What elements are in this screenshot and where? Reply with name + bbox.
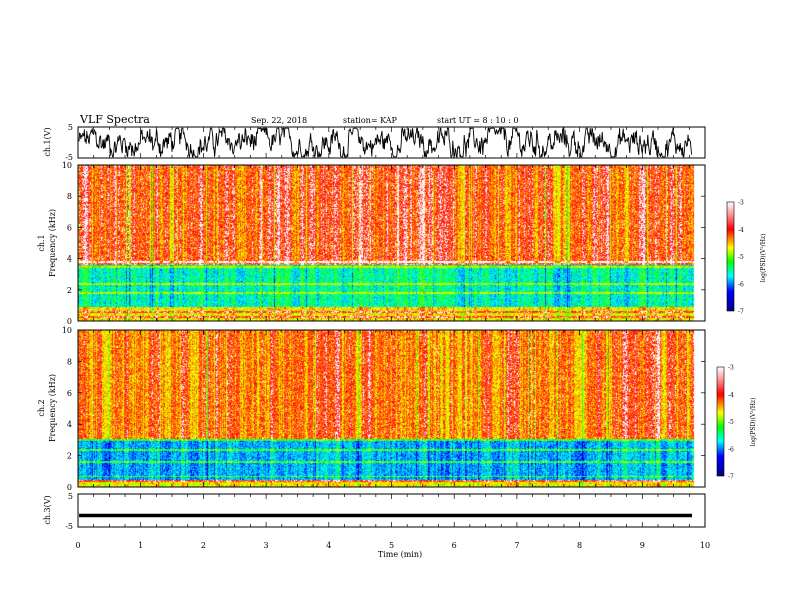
- colorbar-tick-label: -4: [738, 227, 744, 234]
- ch3-waveform-ylabel: ch.3(V): [43, 495, 52, 524]
- frequency-tick-label: 10: [62, 161, 72, 170]
- ch2-colorbar: -3 -4 -5 -6 -7 log(PSD)(V²/Hz): [716, 365, 757, 481]
- frequency-tick-label: 8: [67, 192, 72, 201]
- ch2-colorbar-ticks: -3 -4 -5 -6 -7: [728, 365, 734, 481]
- colorbar-tick-label: -6: [728, 446, 734, 453]
- frequency-tick-label: 0: [67, 317, 72, 326]
- ch2-spectrogram-yticks: 0 2 4 6 8 10: [62, 326, 705, 492]
- colorbar-tick-label: -5: [738, 254, 744, 261]
- frequency-tick-label: 8: [67, 357, 72, 366]
- ch1-colorbar-gradient: [726, 201, 735, 312]
- ch3-ytick-bottom: -5: [65, 522, 73, 531]
- ch2-spectrogram-image: [78, 330, 705, 487]
- ch1-label: ch.1: [37, 234, 46, 251]
- ch1-waveform-panel: 5 -5 ch.1(V): [43, 123, 706, 162]
- ch3-waveform-panel: 5 -5 ch.3(V): [43, 492, 706, 531]
- frequency-tick-label: 10: [62, 326, 72, 335]
- chart-title: VLF Spectra: [79, 113, 150, 126]
- x-tick-label: 7: [514, 541, 519, 550]
- x-tick-label: 8: [577, 541, 582, 550]
- x-tick-labels: 0 1 2 3 4 5 6 7 8 9 10: [75, 541, 710, 550]
- ch1-waveform-frame: [77, 126, 706, 159]
- x-tick-label: 10: [700, 541, 710, 550]
- x-tick-label: 1: [138, 541, 143, 550]
- ch1-colorbar-ticks: -3 -4 -5 -6 -7: [738, 200, 744, 316]
- ch1-colorbar-label: log(PSD)(V²/Hz): [760, 234, 767, 283]
- ch2-spectrogram-panel: 0 2 4 6 8 10 ch.2 Frequency (kHz): [37, 326, 706, 492]
- start-ut-label: start UT = 8 : 10 : 0: [437, 116, 518, 125]
- x-tick-marks: [77, 127, 706, 527]
- ch1-ytick-top: 5: [68, 123, 73, 132]
- ch1-spectrogram-yticks: 0 2 4 6 8 10: [62, 161, 705, 326]
- colorbar-tick-label: -5: [728, 419, 734, 426]
- x-tick-label: 9: [640, 541, 645, 550]
- ch1-colorbar: -3 -4 -5 -6 -7 log(PSD)(V²/Hz): [726, 200, 767, 316]
- colorbar-tick-label: -6: [738, 281, 744, 288]
- ch2-colorbar-gradient: [716, 366, 725, 477]
- station-label: station= KAP: [343, 116, 398, 125]
- colorbar-tick-label: -4: [728, 392, 734, 399]
- x-tick-label: 3: [264, 541, 269, 550]
- frequency-tick-label: 2: [67, 452, 72, 461]
- x-axis-label: Time (min): [378, 550, 422, 559]
- x-tick-label: 0: [75, 541, 80, 550]
- frequency-tick-label: 6: [67, 223, 72, 232]
- ch1-waveform-trace: [78, 126, 693, 159]
- ch2-frequency-ylabel: Frequency (kHz): [48, 374, 57, 442]
- ch3-ytick-top: 5: [68, 492, 73, 501]
- x-tick-label: 4: [326, 541, 331, 550]
- colorbar-tick-label: -3: [728, 365, 734, 372]
- ch1-spectrogram-panel: 0 2 4 6 8 10 ch.1 Frequency (kHz): [37, 161, 706, 326]
- frequency-tick-label: 4: [67, 255, 72, 264]
- ch2-label: ch.2: [37, 399, 46, 416]
- ch2-colorbar-label: log(PSD)(V²/Hz): [750, 398, 757, 447]
- frequency-tick-label: 2: [67, 286, 72, 295]
- date-label: Sep. 22, 2018: [251, 116, 307, 125]
- ch1-spectrogram-image: [78, 165, 705, 321]
- frequency-tick-label: 6: [67, 389, 72, 398]
- ch1-waveform-ylabel: ch.1(V): [43, 127, 52, 156]
- frequency-tick-label: 4: [67, 420, 72, 429]
- colorbar-tick-label: -7: [728, 474, 734, 481]
- x-tick-label: 5: [389, 541, 394, 550]
- colorbar-tick-label: -7: [738, 309, 744, 316]
- frequency-tick-label: 0: [67, 483, 72, 492]
- ch1-ytick-bottom: -5: [65, 153, 73, 162]
- x-tick-label: 6: [452, 541, 457, 550]
- ch1-frequency-ylabel: Frequency (kHz): [48, 209, 57, 277]
- x-tick-label: 2: [201, 541, 206, 550]
- colorbar-tick-label: -3: [738, 200, 744, 207]
- ch3-waveform-frame: [77, 493, 706, 528]
